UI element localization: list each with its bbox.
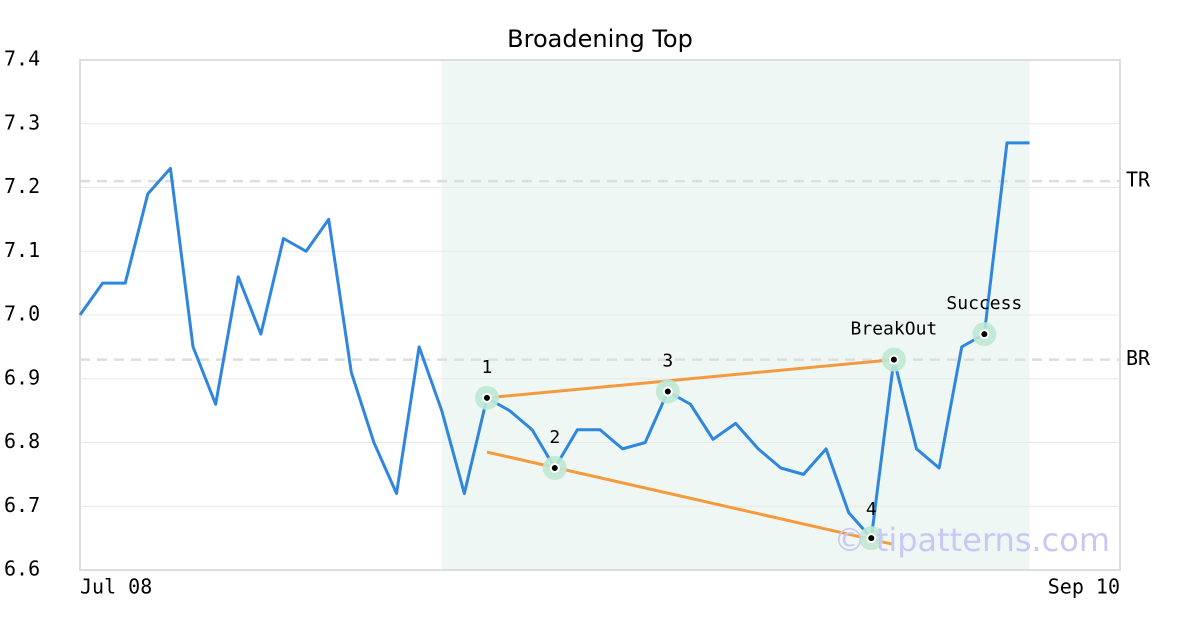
point-dot (979, 329, 990, 340)
point-label: 4 (866, 499, 877, 520)
y-tick-label: 7.1 (4, 238, 40, 262)
watermark: © tipatterns.com (834, 521, 1110, 559)
y-tick-label: 6.7 (4, 493, 40, 517)
y-tick-label: 7.3 (4, 110, 40, 134)
point-label: Success (946, 293, 1022, 314)
point-label: 1 (482, 357, 493, 378)
point-label: BreakOut (851, 319, 938, 340)
trend-line (486, 358, 895, 400)
point-dot (888, 354, 899, 365)
point-dot (549, 463, 560, 473)
y-tick-label: 7.4 (4, 47, 40, 71)
point-dot (662, 386, 673, 397)
point-dot (481, 392, 492, 403)
y-tick-label: 7.2 (4, 174, 40, 198)
point-label: 3 (662, 351, 673, 372)
x-tick-label: Jul 08 (80, 575, 152, 599)
chart-title: Broadening Top (507, 25, 693, 53)
level-label: BR (1126, 346, 1151, 370)
level-label: TR (1126, 168, 1151, 192)
point-dot (866, 533, 877, 544)
y-tick-label: 7.0 (4, 302, 40, 326)
y-tick-label: 6.6 (4, 557, 40, 581)
point-label: 2 (549, 427, 560, 448)
y-tick-label: 6.8 (4, 429, 40, 453)
x-tick-label: Sep 10 (1048, 575, 1120, 599)
y-tick-label: 6.9 (4, 365, 40, 389)
